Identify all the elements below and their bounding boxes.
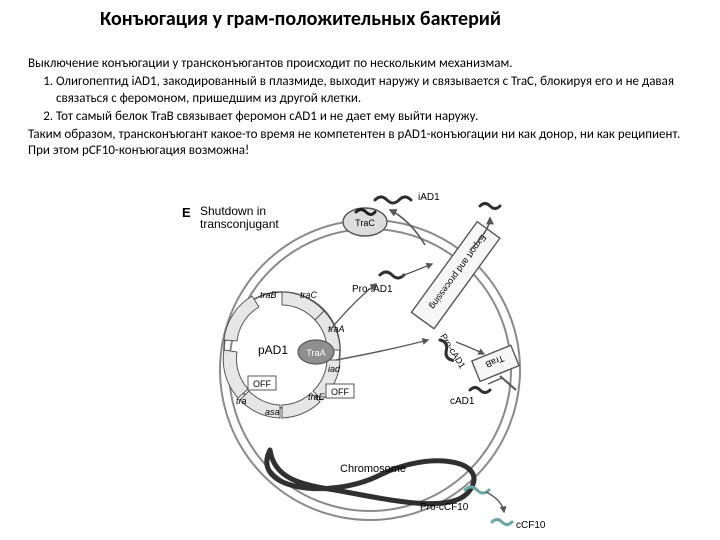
off-box-2: OFF [331,387,349,397]
ccf10-label: cCF10 [516,520,546,530]
cad1-label: cAD1 [450,396,475,407]
trac-label: TraC [355,218,375,228]
slide-title: Конъюгация у грам-положительных бактерий [100,8,620,31]
gene-trab: traB [260,290,277,300]
gene-iad: iad [328,364,341,374]
pro-cad1-label: Pro-cAD1 [438,332,467,370]
list-item: Тот самый белок TraB связывает феромон c… [56,109,698,125]
iad1-label: iAD1 [418,192,440,203]
plasmid-pad1: traB traC traA iad traE asa tra pAD1 Tra… [223,290,354,418]
intro-line: Выключение конъюгации у трансконъюгантов… [28,56,698,72]
pro-ccf10-label: Pro-cCF10 [420,502,469,513]
body-text: Выключение конъюгации у трансконъюгантов… [28,56,698,162]
gene-trac: traC [300,290,318,300]
traa-protein: TraA [306,348,325,358]
mechanism-list: Олигопептид iAD1, закодированный в плазм… [28,74,698,125]
conjugation-diagram: Export and processing TraB iAD1 TraC Pro… [170,190,570,530]
plasmid-name: pAD1 [258,343,288,357]
chromosome-label: Chromosome [340,463,406,475]
pro-iad1-label: Pro-iAD1 [352,284,393,295]
export-label: Export and processing [428,233,489,311]
gene-trae: traE [308,392,326,402]
gene-asa: asa [265,407,280,417]
outro-line: Таким образом, трансконъюгант какое-то в… [28,127,698,160]
list-item: Олигопептид iAD1, закодированный в плазм… [56,74,698,107]
off-box-1: OFF [253,379,271,389]
gene-tra: tra [236,396,247,406]
